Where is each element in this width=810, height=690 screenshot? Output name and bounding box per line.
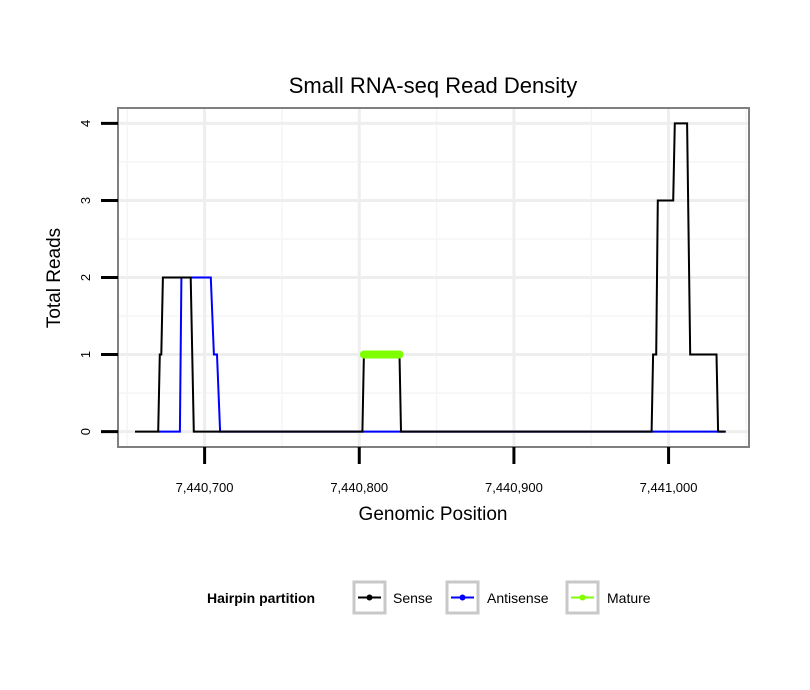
x-tick-label-1: 7,440,800 — [330, 480, 388, 495]
legend-key-dot-antisense — [459, 594, 466, 601]
legend-entry-antisense: Antisense — [445, 580, 549, 615]
x-tick-label-3: 7,441,000 — [640, 480, 698, 495]
y-axis: 0 1 2 3 4 — [78, 120, 118, 435]
series-layer — [135, 122, 726, 433]
legend-label-antisense: Antisense — [487, 590, 549, 606]
y-tick-label-2: 2 — [78, 274, 93, 281]
legend-entry-sense: Sense — [352, 580, 433, 615]
x-axis: 7,440,700 7,440,800 7,440,900 7,441,000 — [176, 447, 698, 495]
legend-label-sense: Sense — [393, 590, 433, 606]
legend-label-mature: Mature — [607, 590, 651, 606]
legend-key-dot-mature — [579, 594, 586, 601]
x-axis-title: Genomic Position — [359, 504, 508, 525]
legend-entry-mature: Mature — [565, 580, 651, 615]
plot-area — [117, 107, 750, 448]
y-axis-title: Total Reads — [44, 228, 65, 328]
legend-title: Hairpin partition — [207, 590, 315, 606]
y-tick-label-1: 1 — [78, 351, 93, 358]
series-line-sense — [135, 122, 726, 433]
chart-title: Small RNA-seq Read Density — [289, 73, 578, 98]
y-tick-label-4: 4 — [78, 120, 93, 127]
y-tick-label-0: 0 — [78, 428, 93, 435]
y-tick-label-3: 3 — [78, 197, 93, 204]
x-tick-label-0: 7,440,700 — [176, 480, 234, 495]
legend-key-dot-sense — [366, 594, 373, 601]
x-tick-label-2: 7,440,900 — [485, 480, 543, 495]
legend: Hairpin partition Sense Antisense Mature — [207, 580, 651, 615]
